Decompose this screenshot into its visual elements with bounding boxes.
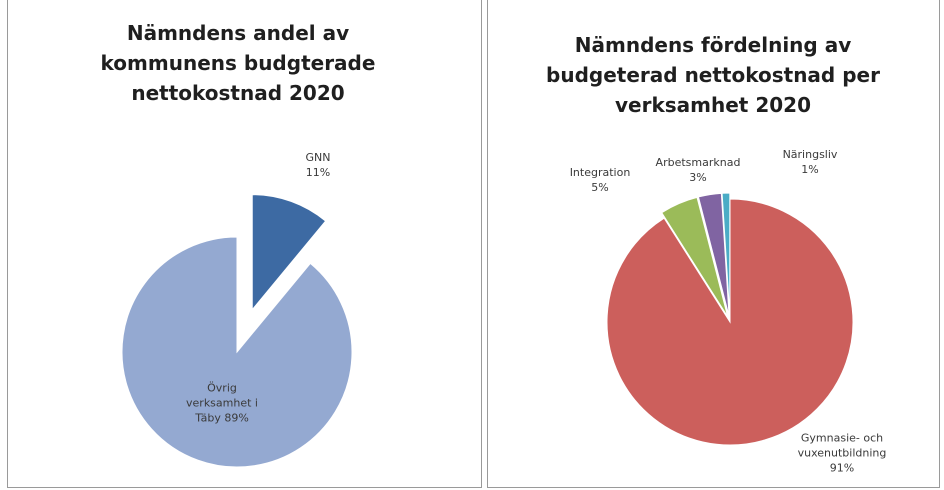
slice-value: 89% [224, 411, 249, 425]
data-label: Arbetsmarknad 3% [653, 155, 743, 185]
slice-name: Arbetsmarknad [655, 156, 741, 169]
slice-value: 5% [591, 181, 609, 194]
slice-value: 1% [801, 163, 819, 176]
data-label: GNN 11% [288, 150, 348, 180]
slice-name: Integration [569, 166, 631, 179]
data-label: Näringsliv 1% [770, 147, 850, 177]
slice-value: 3% [689, 171, 707, 184]
right-panel: Nämndens fördelning av budgeterad nettok… [487, 0, 940, 488]
pie-slice [697, 192, 730, 317]
chart-title: Nämndens andel av kommunens budgterade n… [100, 21, 376, 105]
pie-slice [121, 236, 353, 468]
slice-name: Gymnasie- och vuxenutbildning [797, 431, 887, 460]
chart-title: Nämndens fördelning av budgeterad nettok… [546, 33, 880, 117]
slice-value: 91% [829, 461, 855, 475]
data-label: Övrig verksamhet i Täby 89% [185, 381, 260, 426]
pie-slice [606, 198, 854, 446]
pie-slice [721, 192, 731, 317]
left-panel: Nämndens andel av kommunens budgterade n… [7, 0, 482, 488]
data-label: Gymnasie- och vuxenutbildning 91% [777, 431, 907, 476]
slice-name: Övrig verksamhet i Täby [186, 381, 258, 425]
data-label: Integration 5% [555, 165, 645, 195]
pie-slice [251, 194, 327, 312]
pie-slice [661, 196, 729, 317]
slice-value: 11% [305, 166, 331, 179]
slice-name: Näringsliv [782, 148, 838, 161]
slice-name: GNN [305, 151, 331, 164]
